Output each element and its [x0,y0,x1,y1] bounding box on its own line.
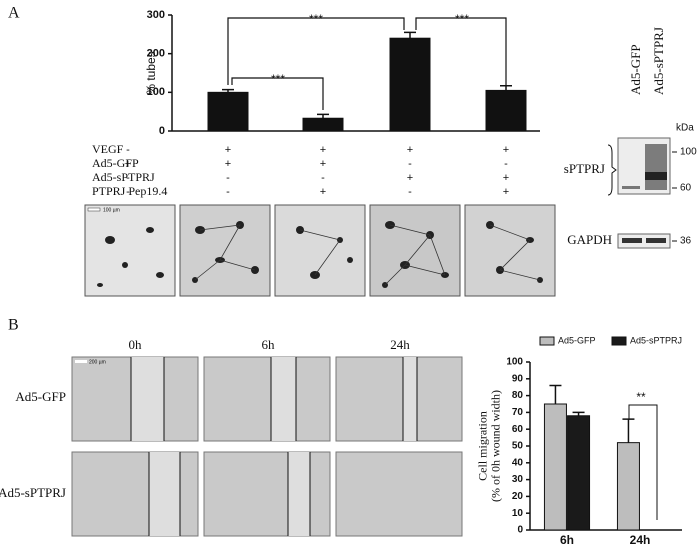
annotation: ** [636,390,646,404]
y-tick-label: 70 [512,407,524,418]
y-tick-label: 20 [512,491,524,502]
y-tick-label: 300 [147,9,165,21]
y-tick-label: 0 [517,525,523,536]
error-bar [500,85,512,91]
legend-label: Ad5-sPTPRJ [630,335,682,345]
scale-bar-label: 200 µm [89,359,106,365]
error-bar [404,31,416,39]
condition-sign: + [320,158,326,170]
y-tick-label: 40 [512,457,524,468]
y-tick-label: 50 [512,441,524,452]
condition-sign: - [126,144,130,156]
x-tick-label: 6h [560,533,574,547]
condition-sign: + [503,144,509,156]
condition-sign: + [407,144,413,156]
condition-sign: + [407,172,413,184]
y-tick-label: 0 [159,125,165,137]
timepoint-label: 24h [390,337,410,352]
y-tick-label: 100 [147,86,165,98]
tube-images: 100 µm [84,204,556,297]
condition-sign: + [320,144,326,156]
row-label: Ad5-GFP [15,389,66,404]
band-label: GAPDH [567,232,612,247]
y-tick-label: 60 [512,424,524,435]
y-tick-label: 90 [512,373,524,384]
legend-label: Ad5-GFP [558,335,596,345]
error-bar [222,88,234,93]
condition-sign: + [320,186,326,198]
brackets [227,17,507,110]
row-label: Ad5-sPTPRJ [0,485,66,500]
annotation: *** [271,72,285,86]
legend-swatch [611,336,627,346]
y-tick-label: 10 [512,508,524,519]
bar [616,442,640,531]
annotation: *** [455,12,469,26]
condition-sign: + [225,144,231,156]
y-axis-label: % tubes [144,51,158,94]
western-blot: Ad5-GFP Ad5-sPTPRJ kDa 100 60 36 sPTPRJ … [564,27,697,249]
condition-sign: - [408,158,412,170]
scale-bar-label: 100 µm [103,207,120,213]
y-tick-label: 200 [147,48,165,60]
condition-sign: - [321,172,325,184]
unit-label: kDa [676,123,694,134]
y-axis-label: (% of 0h wound width) [488,390,502,502]
bar [485,89,527,132]
condition-sign: - [408,186,412,198]
timepoint-label: 0h [129,337,143,352]
condition-label: Ad5-GFP [92,156,139,170]
error-bar [317,113,329,119]
error-bar [572,411,585,416]
error-bar [622,418,635,443]
condition-sign: - [226,186,230,198]
condition-label: VEGF [92,142,124,156]
bracket [628,404,658,520]
wound-images: 0h 6h 24h Ad5-GFP Ad5-sPTPRJ 200 µm [0,337,463,537]
y-tick-label: 80 [512,390,524,401]
condition-label: Ad5-sPTPRJ [92,170,155,184]
timepoint-label: 6h [262,337,276,352]
condition-sign: + [225,158,231,170]
condition-sign: + [503,186,509,198]
bar [567,415,591,531]
y-tick-label: 100 [506,357,523,368]
bar [207,91,249,132]
annotation: *** [309,12,323,26]
lane-label: Ad5-sPTPRJ [651,27,666,95]
panel-label: B [8,317,19,334]
bar [389,37,431,132]
legend-swatch [539,336,555,346]
y-tick-label: 30 [512,474,524,485]
condition-sign: + [503,172,509,184]
marker-label: 60 [680,183,692,194]
marker-label: 100 [680,147,697,158]
y-axis-label: Cell migration [475,411,489,481]
condition-sign: + [125,158,131,170]
x-tick-label: 24h [630,533,651,547]
bar [543,403,567,531]
bar [302,117,344,132]
error-bar [549,384,562,404]
panel-label: A [8,5,20,22]
condition-sign: - [504,158,508,170]
condition-label: PTPRJ Pep19.4 [92,184,167,198]
lane-label: Ad5-GFP [628,44,643,95]
marker-label: 36 [680,236,692,247]
condition-sign: - [226,172,230,184]
condition-sign: - [126,186,130,198]
condition-sign: - [126,172,130,184]
band-label: sPTPRJ [564,161,605,176]
